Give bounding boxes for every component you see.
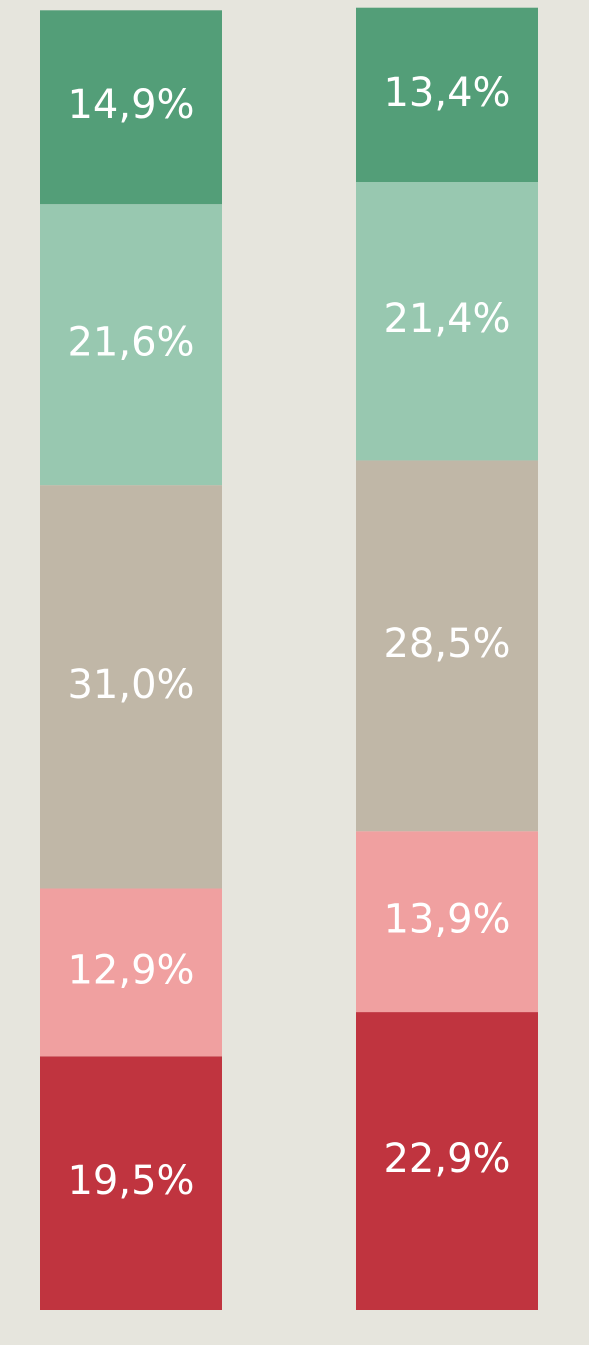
data-label: 13,9% xyxy=(383,897,510,943)
bar-segment xyxy=(356,460,538,832)
data-label: 28,5% xyxy=(383,621,510,667)
data-label: 21,6% xyxy=(67,320,194,366)
data-label: 13,4% xyxy=(383,70,510,116)
bar-segment xyxy=(356,1012,538,1310)
data-label: 19,5% xyxy=(67,1158,194,1204)
bar-segment xyxy=(40,485,222,889)
bar-segment xyxy=(40,1056,222,1310)
bar-segment xyxy=(356,7,538,183)
bar-segment xyxy=(40,888,222,1057)
data-label: 21,4% xyxy=(383,296,510,342)
bar-segment xyxy=(40,10,222,205)
data-label: 12,9% xyxy=(67,947,194,993)
data-label: 31,0% xyxy=(67,662,194,708)
bar-segment xyxy=(356,831,538,1013)
data-label: 14,9% xyxy=(67,82,194,128)
data-label: 22,9% xyxy=(383,1136,510,1182)
bar-segment xyxy=(356,182,538,461)
bar-segment xyxy=(40,204,222,486)
